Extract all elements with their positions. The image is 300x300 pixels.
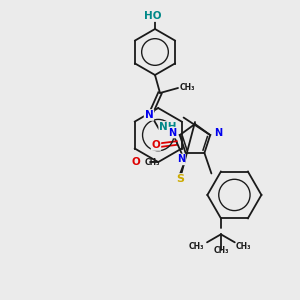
Text: N: N [177,154,185,164]
Text: S: S [176,174,184,184]
Text: CH₃: CH₃ [144,158,160,166]
Text: O: O [152,140,160,150]
Text: CH₃: CH₃ [180,82,196,91]
Text: HO: HO [144,11,162,21]
Text: NH: NH [159,122,177,132]
Text: CH₃: CH₃ [235,242,251,251]
Text: N: N [214,128,222,138]
Text: CH₃: CH₃ [213,246,229,255]
Text: N: N [168,128,176,138]
Text: CH₃: CH₃ [188,242,204,251]
Text: O: O [132,157,141,167]
Text: N: N [145,110,153,120]
